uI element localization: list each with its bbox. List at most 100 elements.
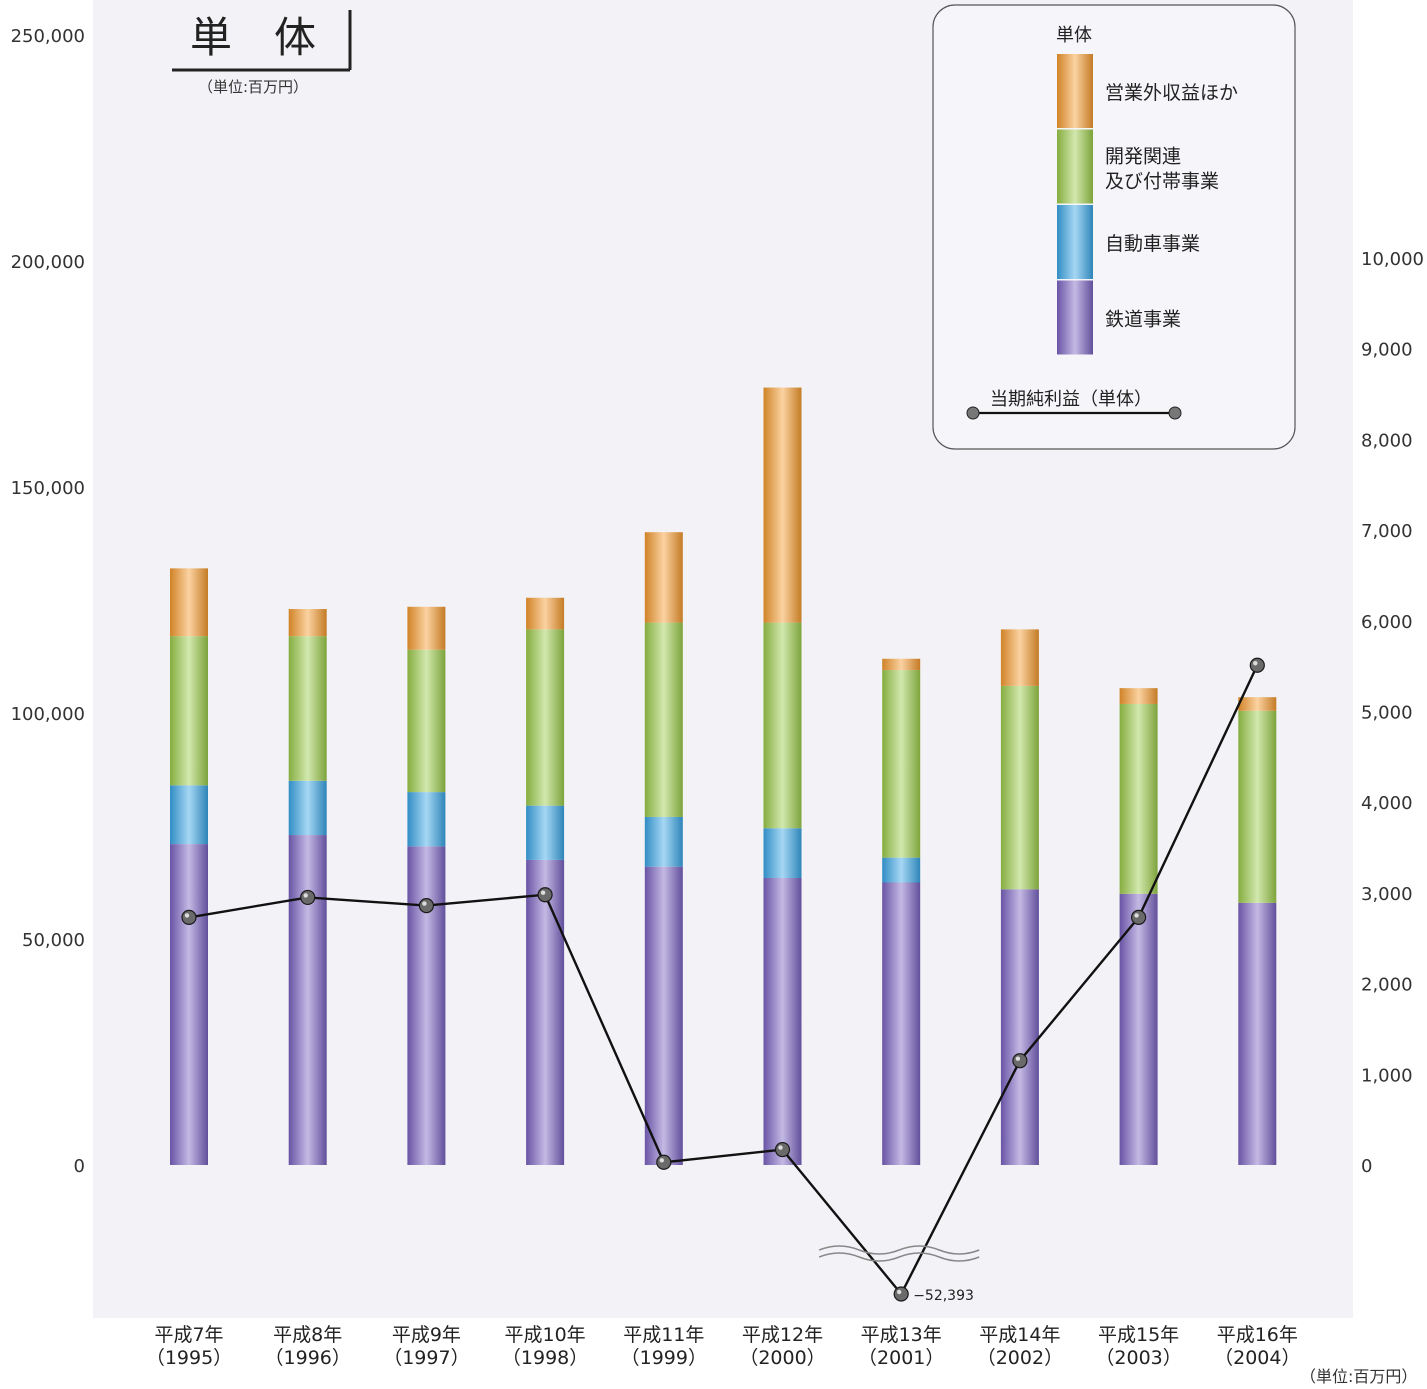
right-tick-label: 4,000 [1361,793,1413,814]
x-tick-year: （2004） [1214,1347,1300,1369]
legend-swatch [1057,54,1093,128]
bar-segment [170,636,208,786]
bar-segment [763,877,802,1165]
bar-segment [644,816,683,867]
bar-segment [644,866,683,1165]
bar-segment [882,658,921,671]
net-income-point [774,1141,791,1158]
left-tick-label: 150,000 [11,478,85,499]
net-income-point [537,887,553,903]
bar-segment [288,636,327,781]
bar-segment [1238,710,1277,903]
right-tick-label: 1,000 [1361,1065,1413,1086]
left-tick-label: 100,000 [11,704,85,725]
bar-segment [170,568,208,637]
chart-subtitle: （単位:百万円） [198,78,308,96]
bar-segment [407,846,446,1165]
x-tick-year: （1995） [146,1347,232,1369]
x-tick-year: （2001） [858,1347,944,1369]
x-tick-label: 平成14年 [979,1324,1060,1346]
legend-label: 営業外収益ほか [1105,82,1238,104]
bar-segment [170,785,208,845]
left-axis: 250,000 200,000 150,000 100,000 50,000 0 [11,26,85,1177]
axis-break-mark [818,1245,980,1255]
legend-box [932,4,1296,450]
net-income-polyline [188,664,1259,1297]
x-tick-label: 平成9年 [392,1324,461,1346]
legend-swatch [1057,129,1093,204]
left-tick-label: 50,000 [22,930,85,951]
x-tick-year: （1999） [621,1347,707,1369]
bar-segment [407,606,446,650]
bar-segment [882,670,921,858]
bar-segment [1119,688,1158,704]
net-income-point-highlight [540,890,546,895]
chart-title: 単 体 [190,13,316,62]
x-tick-year: （1997） [383,1347,469,1369]
x-tick-year: （1996） [265,1347,351,1369]
right-tick-label: 5,000 [1361,703,1413,724]
x-tick-label: 平成10年 [505,1324,586,1346]
x-tick-label: 平成8年 [273,1324,342,1346]
net-income-point-highlight [778,1145,783,1150]
bar-segment [1000,629,1039,686]
x-tick-year: （1998） [502,1347,588,1369]
net-income-point-highlight [1015,1056,1021,1061]
title-block: 単 体 （単位:百万円） [172,10,352,96]
bar-segment [288,835,327,1165]
bar-segment [1238,697,1277,711]
bar-segment [882,882,921,1165]
right-tick-label: 0 [1361,1156,1372,1177]
legend-line-marker-left [966,406,980,420]
x-tick-year: （2002） [977,1347,1063,1369]
left-tick-label: 250,000 [11,26,85,47]
bar-segment [407,649,446,793]
unit-note-right: （単位:百万円） [1300,1367,1417,1385]
net-income-point-highlight [659,1158,664,1163]
bar-segment [407,792,446,847]
bar-segment [763,622,802,829]
net-income-point-highlight [1134,913,1139,918]
x-tick-label: 平成15年 [1098,1324,1179,1346]
net-income-point [181,909,197,925]
x-tick-label: 平成12年 [742,1324,823,1346]
x-tick-label: 平成16年 [1217,1324,1298,1346]
bar-segment [170,844,208,1165]
right-tick-label: 7,000 [1361,521,1413,542]
right-tick-label: 3,000 [1361,884,1413,905]
net-income-point [418,897,434,914]
left-tick-label: 0 [74,1156,85,1177]
legend-title: 単体 [1056,25,1092,46]
net-income-point [893,1286,909,1302]
net-income-point-highlight [422,901,427,906]
net-income-point-highlight [897,1289,902,1295]
bar-segment [526,597,565,630]
net-income-point-highlight [303,893,308,898]
right-tick-label: 6,000 [1361,612,1413,633]
net-income-point [1130,909,1147,925]
right-tick-label: 2,000 [1361,975,1413,996]
legend-label: 及び付帯事業 [1105,171,1219,193]
legend-line-marker-right [1168,406,1182,420]
net-income-point [656,1154,672,1170]
x-tick-year: （2003） [1095,1347,1181,1369]
right-tick-label: 9,000 [1361,340,1413,361]
net-income-point [300,889,316,906]
x-axis-labels: 平成7年（1995） 平成8年（1996） 平成9年（1997） 平成10年（1998… [146,1324,1301,1369]
bar-segment [526,629,565,806]
bar-segment [1119,893,1158,1165]
bar-segment [763,828,802,878]
bar-segment [1000,889,1039,1165]
net-income-point-highlight [1253,661,1258,666]
bar-segment [288,780,327,836]
left-tick-label: 200,000 [11,252,85,273]
legend-line-label: 当期純利益（単体） [990,389,1152,410]
bar-segment [1000,685,1039,890]
bar-segment [644,622,683,817]
x-tick-label: 平成13年 [861,1324,942,1346]
axis-break-mark [818,1252,980,1262]
bar-segment [526,859,565,1165]
net-income-line: −52,393 [181,657,1265,1304]
legend-swatch [1057,205,1093,279]
